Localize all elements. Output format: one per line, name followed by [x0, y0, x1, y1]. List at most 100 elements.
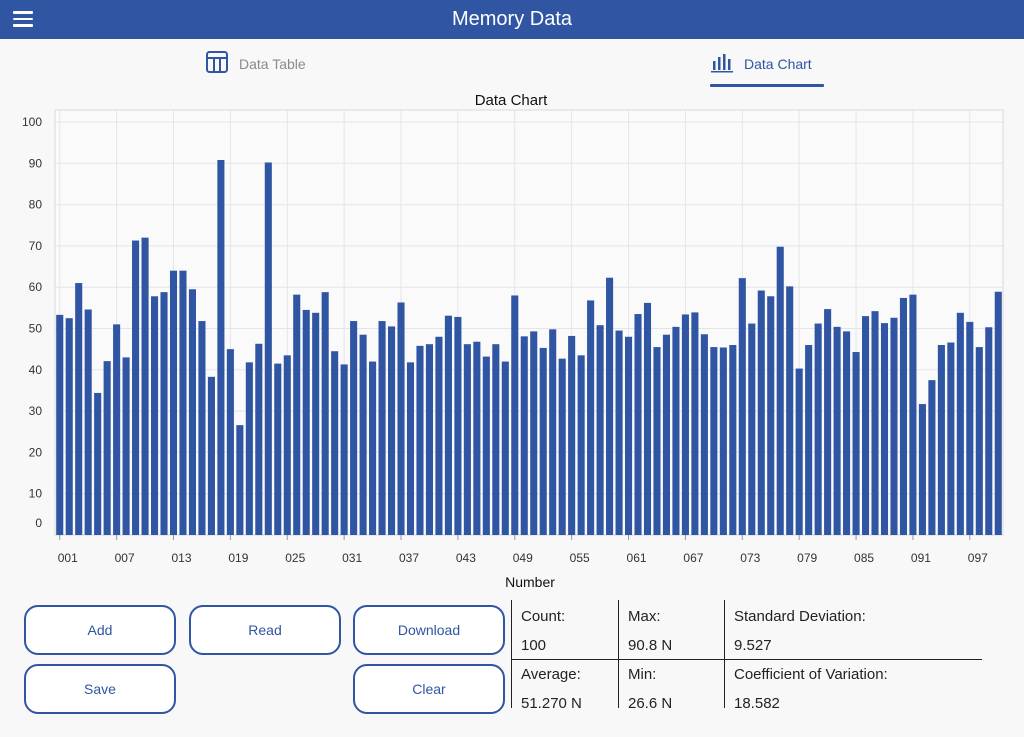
- average-label: Average:: [521, 666, 581, 683]
- bar: [909, 294, 917, 535]
- max-label: Max:: [628, 608, 661, 625]
- bar: [568, 335, 576, 535]
- x-tick-label: 031: [342, 551, 362, 565]
- chart-title: Data Chart: [475, 92, 548, 109]
- bar: [103, 361, 111, 535]
- x-tick-label: 049: [513, 551, 533, 565]
- bar: [482, 356, 490, 535]
- bar: [625, 336, 633, 535]
- bar: [75, 283, 83, 535]
- bar: [956, 312, 964, 535]
- bar: [700, 334, 708, 535]
- bar: [198, 321, 206, 535]
- y-tick-label: 0: [35, 516, 42, 530]
- bar: [966, 321, 974, 535]
- add-button[interactable]: Add: [24, 605, 176, 655]
- tab-data-table-label: Data Table: [239, 56, 306, 72]
- bar: [653, 347, 661, 535]
- x-tick-label: 055: [570, 551, 590, 565]
- x-tick-label: 079: [797, 551, 817, 565]
- bar: [928, 380, 936, 535]
- bar: [302, 309, 310, 535]
- bar: [293, 294, 301, 535]
- bar: [899, 297, 907, 535]
- bar: [776, 246, 784, 535]
- bar: [738, 278, 746, 535]
- clear-button[interactable]: Clear: [353, 664, 505, 714]
- bar: [94, 392, 102, 535]
- bar: [84, 309, 92, 535]
- bar: [634, 314, 642, 535]
- y-tick-label: 80: [29, 198, 43, 212]
- bar: [852, 352, 860, 535]
- bar: [871, 311, 879, 535]
- title-bar: Memory Data: [0, 0, 1024, 39]
- bar: [473, 341, 481, 535]
- bar: [596, 325, 604, 535]
- bar: [397, 302, 405, 535]
- tab-data-table[interactable]: Data Table: [205, 50, 306, 88]
- bar: [226, 349, 234, 535]
- bar: [757, 290, 765, 535]
- bar: [549, 329, 557, 535]
- bar: [558, 358, 566, 535]
- bar: [283, 355, 291, 535]
- bar: [824, 309, 832, 535]
- x-tick-label: 013: [171, 551, 191, 565]
- cv-label: Coefficient of Variation:: [734, 666, 888, 683]
- count-value: 100: [521, 637, 547, 654]
- download-button[interactable]: Download: [353, 605, 505, 655]
- max-value: 90.8 N: [628, 637, 673, 654]
- bar: [511, 295, 519, 535]
- bar: [122, 357, 130, 535]
- bar: [681, 314, 689, 535]
- save-button[interactable]: Save: [24, 664, 176, 714]
- bar: [862, 316, 870, 535]
- bar: [454, 316, 462, 535]
- bar: [672, 326, 680, 535]
- bar: [406, 362, 415, 535]
- bar: [975, 347, 983, 535]
- cv-value: 18.582: [734, 695, 780, 712]
- bar: [985, 327, 993, 535]
- bar: [662, 334, 670, 535]
- stats-divider: [511, 659, 982, 660]
- bar: [340, 364, 348, 535]
- bar: [207, 376, 215, 535]
- y-tick-label: 20: [29, 445, 43, 459]
- bar: [141, 237, 149, 535]
- y-tick-label: 50: [29, 322, 43, 336]
- bar: [350, 321, 358, 535]
- bar: [179, 270, 187, 535]
- bar: [331, 351, 339, 535]
- bar: [767, 296, 775, 535]
- x-tick-label: 007: [115, 551, 135, 565]
- tab-data-chart[interactable]: Data Chart: [710, 50, 824, 88]
- bar: [880, 323, 889, 535]
- bar: [113, 324, 121, 535]
- active-tab-indicator: [710, 84, 824, 87]
- bar: [729, 345, 737, 535]
- page-title: Memory Data: [451, 8, 573, 30]
- hamburger-menu-icon[interactable]: [13, 11, 33, 27]
- x-axis-label: Number: [505, 574, 555, 590]
- bar: [312, 312, 320, 535]
- bar: [843, 331, 851, 535]
- average-value: 51.270 N: [521, 695, 582, 712]
- bar: [236, 425, 244, 535]
- bar: [321, 292, 329, 535]
- bar: [530, 331, 538, 535]
- bar: [274, 363, 282, 535]
- x-tick-label: 019: [228, 551, 248, 565]
- x-tick-label: 091: [911, 551, 931, 565]
- bar: [492, 344, 500, 535]
- bar: [539, 347, 547, 535]
- bar: [416, 345, 424, 535]
- bar: [160, 292, 168, 535]
- bar: [786, 286, 794, 535]
- x-tick-label: 085: [854, 551, 874, 565]
- read-button[interactable]: Read: [189, 605, 341, 655]
- x-tick-label: 097: [968, 551, 988, 565]
- x-tick-label: 001: [58, 551, 78, 565]
